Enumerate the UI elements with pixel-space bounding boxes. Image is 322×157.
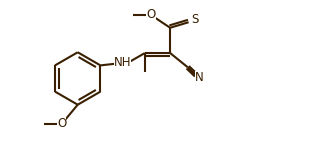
Text: O: O — [57, 117, 66, 130]
Text: S: S — [191, 13, 198, 26]
Text: O: O — [147, 8, 156, 21]
Text: N: N — [195, 71, 204, 84]
Text: NH: NH — [114, 56, 131, 69]
